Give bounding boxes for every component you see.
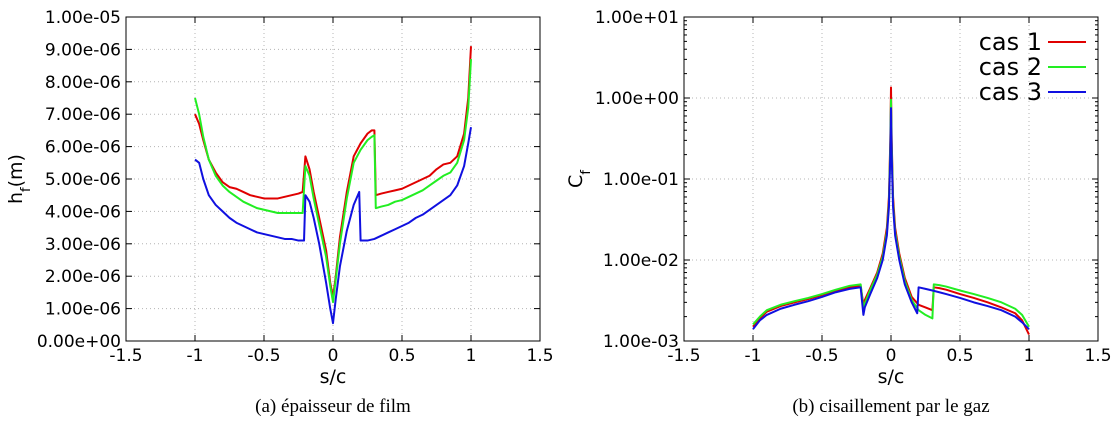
panel-a-caption: (a) épaisseur de film	[255, 396, 411, 417]
panel-b-x-ticks: -1.5 -1 -0.5 0 0.5 1 1.5	[667, 17, 1112, 366]
panel-b-series	[752, 86, 1030, 336]
panel-b-y-axis-label: Cf	[565, 170, 594, 188]
x-tick-label: -1.5	[109, 346, 142, 366]
y-tick-label: 1.00e-01	[603, 170, 679, 190]
x-tick-label: -1	[745, 346, 762, 366]
series-line-1	[194, 46, 472, 299]
y-tick-label: 1.00e-05	[45, 8, 121, 28]
x-tick-label: 0.5	[388, 346, 415, 366]
panel-b-grid	[684, 17, 1098, 341]
x-tick-label: -1.5	[667, 346, 700, 366]
x-tick-label: 0.5	[946, 346, 973, 366]
panel-a-series	[194, 46, 472, 325]
legend-label-3: cas 3	[979, 78, 1042, 106]
x-tick-label: 1.5	[526, 346, 553, 366]
panel-b-x-axis-label: s/c	[878, 366, 905, 388]
y-tick-label: 1.00e-02	[603, 251, 679, 271]
y-tick-label: 0.00e+00	[37, 332, 121, 352]
panel-b-frame	[683, 16, 1099, 342]
x-tick-label: 1	[1024, 346, 1035, 366]
y-tick-label: 8.00e-06	[45, 73, 121, 93]
panel-b-chart: 1.00e-03 1.00e-02 1.00e-01 1.00e+00 1.00e+01…	[565, 8, 1112, 417]
x-tick-label: -0.5	[805, 346, 838, 366]
panel-a-frame	[125, 16, 541, 342]
x-tick-label: -1	[187, 346, 204, 366]
x-tick-label: 0	[886, 346, 897, 366]
x-tick-label: -0.5	[247, 346, 280, 366]
y-tick-label: 3.00e-06	[45, 235, 121, 255]
y-tick-label: 1.00e-03	[603, 332, 679, 352]
y-tick-label: 5.00e-06	[45, 170, 121, 190]
y-tick-label: 7.00e-06	[45, 105, 121, 125]
series-line-3	[194, 126, 472, 325]
y-tick-label: 1.00e-06	[45, 300, 121, 320]
x-tick-label: 1	[466, 346, 477, 366]
panel-a-x-axis-label: s/c	[320, 366, 347, 388]
y-tick-label: 2.00e-06	[45, 267, 121, 287]
panel-a-y-axis-label: hf(m)	[5, 154, 34, 204]
series-line-3	[752, 107, 1030, 330]
panel-a-chart: 0.00e+00 1.00e-06 2.00e-06 3.00e-06 4.00e-06…	[5, 8, 554, 417]
series-line-2	[194, 59, 472, 304]
panel-b-caption: (b) cisaillement par le gaz	[792, 396, 989, 417]
legend-label-2: cas 2	[979, 53, 1042, 81]
y-tick-label: 9.00e-06	[45, 40, 121, 60]
legend-label-1: cas 1	[979, 28, 1042, 56]
x-tick-label: 1.5	[1084, 346, 1111, 366]
panel-a-x-ticks: -1.5 -1 -0.5 0 0.5 1 1.5	[109, 17, 554, 366]
panel-a-y-ticks: 0.00e+00 1.00e-06 2.00e-06 3.00e-06 4.00e-06…	[37, 8, 540, 352]
x-tick-label: 0	[328, 346, 339, 366]
y-tick-label: 6.00e-06	[45, 138, 121, 158]
y-tick-label: 1.00e+01	[595, 8, 679, 28]
y-tick-label: 4.00e-06	[45, 202, 121, 222]
y-tick-label: 1.00e+00	[595, 89, 679, 109]
